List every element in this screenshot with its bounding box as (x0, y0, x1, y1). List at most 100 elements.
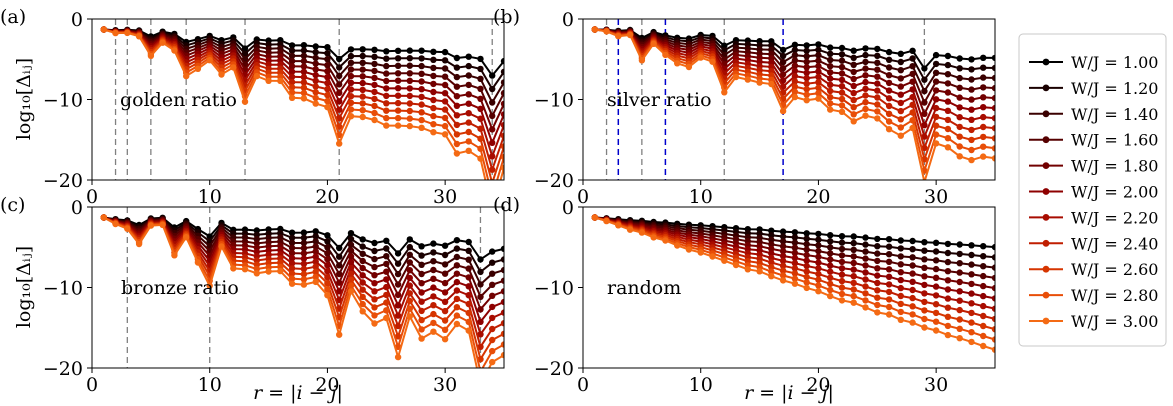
data-point (347, 99, 355, 107)
data-point (371, 239, 378, 247)
data-point (241, 98, 249, 105)
panel-b: 0 10 20 30 0 −10 −20 (b) silver ratio (493, 6, 996, 208)
data-point (874, 243, 881, 250)
data-point (430, 275, 437, 282)
data-point (418, 93, 425, 101)
data-point (944, 125, 952, 133)
data-point (430, 80, 437, 88)
data-point (418, 326, 425, 333)
data-point (909, 55, 916, 62)
data-point (921, 273, 928, 280)
data-point (815, 230, 822, 238)
data-point (312, 60, 319, 67)
data-point (968, 251, 975, 259)
data-point (909, 78, 916, 85)
data-point (838, 83, 846, 90)
data-point (815, 95, 822, 102)
legend-marker (1042, 110, 1050, 118)
data-point (932, 318, 940, 325)
data-point (406, 92, 413, 100)
data-point (359, 272, 366, 279)
panel-annotation: bronze ratio (121, 277, 239, 299)
data-point (477, 256, 484, 263)
data-point (500, 256, 504, 263)
data-point (300, 89, 308, 97)
data-point (909, 254, 916, 261)
data-point (791, 57, 799, 64)
data-point (324, 61, 331, 69)
data-point (418, 124, 425, 131)
data-point (288, 244, 296, 252)
data-point (827, 81, 834, 89)
data-point (603, 28, 610, 35)
data-point (300, 234, 308, 241)
legend-label: W/J = 2.20 (1071, 208, 1158, 227)
x-tick-label: 20 (315, 374, 339, 396)
data-point (336, 262, 343, 269)
data-point (347, 288, 355, 295)
data-point (968, 329, 975, 336)
data-point (944, 313, 952, 320)
data-point (347, 52, 355, 60)
data-point (359, 52, 366, 60)
data-point (418, 335, 425, 342)
data-point (921, 281, 928, 289)
data-point (944, 52, 952, 60)
data-point (430, 319, 437, 327)
data-point (815, 57, 822, 64)
data-point (956, 65, 963, 72)
data-point (406, 77, 413, 85)
data-point (779, 267, 787, 274)
data-point (991, 155, 995, 162)
data-point (418, 78, 425, 85)
y-axis-label: log₁₀[Δᵢⱼ] (13, 58, 35, 140)
data-point (626, 226, 634, 233)
data-point (662, 237, 669, 244)
data-point (862, 105, 869, 113)
panel-c: 0 10 20 30 0 −10 −20 (c) bronze ratio (0, 194, 505, 396)
data-point (850, 82, 857, 90)
data-point (477, 369, 483, 375)
data-point (406, 55, 413, 62)
data-point (394, 85, 402, 92)
data-point (430, 121, 437, 128)
data-point (991, 135, 995, 142)
data-point (383, 122, 390, 129)
x-tick-label: 20 (806, 374, 830, 396)
data-point (124, 29, 131, 37)
data-point (862, 290, 869, 297)
data-point (418, 109, 425, 116)
data-point (406, 313, 413, 320)
data-point (500, 111, 504, 118)
data-point (359, 236, 366, 243)
data-point (968, 96, 975, 103)
data-point (980, 153, 987, 160)
x-tick-label: 20 (315, 186, 339, 208)
legend-entry: W/J = 1.20 (1029, 79, 1158, 98)
data-point (359, 73, 366, 80)
legend: W/J = 1.00 W/J = 1.20 W/J = 1.40 W/J = 1.60… (1018, 33, 1167, 347)
data-point (827, 292, 834, 300)
data-point (874, 272, 881, 279)
data-point (850, 61, 857, 68)
data-point (827, 50, 834, 57)
data-point (371, 312, 378, 319)
data-point (980, 312, 987, 320)
data-point (453, 150, 461, 157)
data-point (791, 229, 799, 236)
data-point (697, 249, 704, 256)
data-point (862, 241, 869, 248)
data-point (324, 280, 331, 287)
data-point (779, 107, 787, 115)
data-point (827, 250, 834, 257)
data-point (347, 241, 355, 248)
data-point (336, 106, 343, 113)
data-point (874, 94, 881, 101)
data-point (218, 243, 225, 250)
data-point (803, 69, 810, 77)
data-point (277, 267, 284, 275)
data-point (477, 75, 484, 83)
data-point (312, 278, 319, 286)
data-point (791, 239, 799, 246)
data-point (312, 263, 319, 270)
